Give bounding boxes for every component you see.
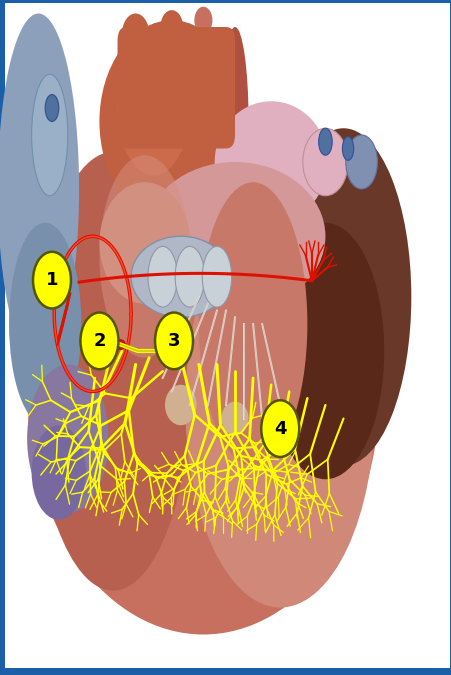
Ellipse shape: [194, 7, 212, 34]
Ellipse shape: [160, 10, 183, 44]
Ellipse shape: [266, 223, 383, 479]
Circle shape: [80, 313, 118, 369]
Ellipse shape: [185, 202, 374, 608]
Ellipse shape: [302, 128, 347, 196]
Ellipse shape: [99, 155, 189, 358]
FancyBboxPatch shape: [117, 27, 235, 148]
Ellipse shape: [32, 74, 68, 196]
Ellipse shape: [165, 385, 196, 425]
Ellipse shape: [275, 128, 410, 466]
Ellipse shape: [345, 135, 377, 189]
Circle shape: [261, 400, 299, 457]
Ellipse shape: [27, 148, 379, 634]
Ellipse shape: [27, 364, 108, 513]
Ellipse shape: [221, 402, 248, 435]
Text: 4: 4: [273, 420, 286, 437]
Ellipse shape: [214, 101, 327, 223]
Ellipse shape: [122, 14, 149, 54]
Ellipse shape: [99, 182, 189, 304]
Ellipse shape: [342, 136, 353, 161]
Ellipse shape: [198, 182, 307, 466]
Ellipse shape: [221, 27, 248, 216]
Ellipse shape: [34, 152, 192, 591]
Ellipse shape: [318, 128, 331, 155]
Ellipse shape: [0, 14, 79, 364]
Text: 1: 1: [46, 271, 58, 289]
Ellipse shape: [148, 246, 177, 307]
Circle shape: [33, 252, 71, 308]
Text: 3: 3: [167, 332, 180, 350]
Ellipse shape: [9, 223, 81, 425]
Ellipse shape: [99, 20, 244, 223]
Circle shape: [155, 313, 193, 369]
Ellipse shape: [202, 246, 231, 307]
Ellipse shape: [175, 246, 204, 307]
Ellipse shape: [45, 95, 59, 122]
Ellipse shape: [117, 40, 189, 176]
Text: 2: 2: [93, 332, 106, 350]
Ellipse shape: [32, 425, 86, 520]
Ellipse shape: [131, 236, 230, 317]
Ellipse shape: [144, 162, 325, 310]
